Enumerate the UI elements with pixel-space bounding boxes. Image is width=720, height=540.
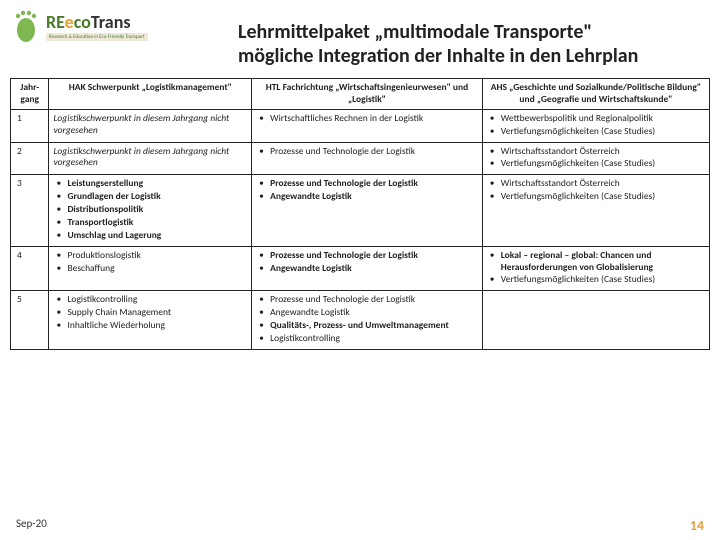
list-item: Leistungserstellung [53, 178, 247, 190]
list-item: Distributionspolitik [53, 204, 247, 216]
ahs-cell: Wettbewerbspolitik und RegionalpolitikVe… [482, 109, 709, 142]
footer: Sep-20 14 [0, 517, 720, 534]
logo: REecoTrans Research & Education in Eco-F… [12, 8, 148, 44]
year-cell: 3 [11, 175, 49, 246]
title-line2: mögliche Integration der Inhalte in den … [238, 44, 708, 68]
logo-co: co [74, 11, 91, 33]
logo-re: RE [46, 11, 65, 33]
header-htl: HTL Fachrichtung „Wirtschaftsingenieurwe… [252, 79, 483, 110]
hak-cell: Logistikschwerpunkt in diesem Jahrgang n… [49, 142, 252, 175]
list-item: Logistikcontrolling [256, 333, 478, 345]
curriculum-table: Jahr-gang HAK Schwerpunkt „Logistikmanag… [10, 78, 710, 350]
header-ahs: AHS „Geschichte und Sozialkunde/Politisc… [482, 79, 709, 110]
page-title: Lehrmittelpaket „multimodale Transporte"… [238, 20, 708, 68]
footer-page: 14 [690, 517, 704, 534]
list-item: Transportlogistik [53, 217, 247, 229]
hak-cell: LeistungserstellungGrundlagen der Logist… [49, 175, 252, 246]
list-item: Wirtschaftsstandort Österreich [487, 146, 705, 158]
hak-cell: Logistikschwerpunkt in diesem Jahrgang n… [49, 109, 252, 142]
header-hak: HAK Schwerpunkt „Logistikmanagement" [49, 79, 252, 110]
table-row: 2Logistikschwerpunkt in diesem Jahrgang … [11, 142, 710, 175]
list-item: Wirtschaftliches Rechnen in der Logistik [256, 113, 478, 125]
list-item: Prozesse und Technologie der Logistik [256, 146, 478, 158]
list-item: Qualitäts-, Prozess- und Umweltmanagemen… [256, 320, 478, 332]
logo-tagline: Research & Education in Eco-Friendly Tra… [46, 33, 148, 41]
htl-cell: Prozesse und Technologie der LogistikAng… [252, 246, 483, 291]
list-item: Vertiefungsmöglichkeiten (Case Studies) [487, 126, 705, 138]
footprint-icon [12, 8, 42, 44]
ahs-cell: Wirtschaftsstandort ÖsterreichVertiefung… [482, 175, 709, 246]
list-item: Produktionslogistik [53, 250, 247, 262]
year-cell: 2 [11, 142, 49, 175]
year-cell: 5 [11, 291, 49, 350]
table-row: 4ProduktionslogistikBeschaffungProzesse … [11, 246, 710, 291]
list-item: Vertiefungsmöglichkeiten (Case Studies) [487, 274, 705, 286]
list-item: Angewandte Logistik [256, 307, 478, 319]
list-item: Angewandte Logistik [256, 191, 478, 203]
logo-text: REecoTrans [46, 11, 148, 33]
htl-cell: Wirtschaftliches Rechnen in der Logistik [252, 109, 483, 142]
list-item: Supply Chain Management [53, 307, 247, 319]
list-item: Umschlag und Lagerung [53, 230, 247, 242]
htl-cell: Prozesse und Technologie der LogistikAng… [252, 175, 483, 246]
hak-cell: LogistikcontrollingSupply Chain Manageme… [49, 291, 252, 350]
header-year: Jahr-gang [11, 79, 49, 110]
list-item: Prozesse und Technologie der Logistik [256, 178, 478, 190]
list-item: Wirtschaftsstandort Österreich [487, 178, 705, 190]
list-item: Vertiefungsmöglichkeiten (Case Studies) [487, 191, 705, 203]
list-item: Wettbewerbspolitik und Regionalpolitik [487, 113, 705, 125]
htl-cell: Prozesse und Technologie der Logistik [252, 142, 483, 175]
list-item: Logistikcontrolling [53, 294, 247, 306]
footer-date: Sep-20 [16, 517, 47, 534]
hak-cell: ProduktionslogistikBeschaffung [49, 246, 252, 291]
logo-e: e [65, 11, 74, 33]
list-item: Grundlagen der Logistik [53, 191, 247, 203]
table-row: 3LeistungserstellungGrundlagen der Logis… [11, 175, 710, 246]
year-cell: 1 [11, 109, 49, 142]
htl-cell: Prozesse und Technologie der LogistikAng… [252, 291, 483, 350]
list-item: Prozesse und Technologie der Logistik [256, 294, 478, 306]
list-item: Angewandte Logistik [256, 263, 478, 275]
list-item: Beschaffung [53, 263, 247, 275]
list-item: Lokal – regional – global: Chancen und H… [487, 250, 705, 274]
ahs-cell: Lokal – regional – global: Chancen und H… [482, 246, 709, 291]
year-cell: 4 [11, 246, 49, 291]
ahs-cell [482, 291, 709, 350]
title-line1: Lehrmittelpaket „multimodale Transporte" [238, 20, 708, 44]
ahs-cell: Wirtschaftsstandort ÖsterreichVertiefung… [482, 142, 709, 175]
list-item: Inhaltliche Wiederholung [53, 320, 247, 332]
table-row: 5LogistikcontrollingSupply Chain Managem… [11, 291, 710, 350]
list-item: Vertiefungsmöglichkeiten (Case Studies) [487, 158, 705, 170]
list-item: Prozesse und Technologie der Logistik [256, 250, 478, 262]
table-row: 1Logistikschwerpunkt in diesem Jahrgang … [11, 109, 710, 142]
logo-trans: Trans [91, 11, 131, 33]
